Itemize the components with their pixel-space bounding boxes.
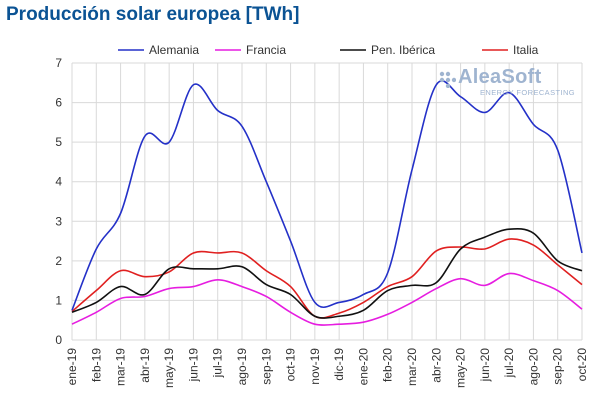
y-tick-label: 4 bbox=[55, 175, 62, 189]
chart-title: Producción solar europea [TWh] bbox=[6, 4, 300, 25]
x-tick-label: jul-20 bbox=[502, 348, 516, 379]
logo-mark-icon bbox=[439, 71, 456, 88]
series-lines bbox=[71, 80, 583, 326]
y-tick-label: 0 bbox=[55, 333, 62, 347]
x-tick-label: ene-19 bbox=[65, 348, 79, 386]
legend-label: Francia bbox=[246, 43, 286, 57]
legend: Alemania Francia Pen. Ibérica Italia bbox=[118, 43, 539, 57]
x-tick-label: nov-19 bbox=[308, 348, 322, 385]
x-tick-label: abr-19 bbox=[138, 348, 152, 383]
y-tick-label: 7 bbox=[55, 56, 62, 70]
x-tick-label: oct-20 bbox=[575, 348, 589, 382]
x-tick-label: oct-19 bbox=[284, 348, 298, 382]
legend-label: Alemania bbox=[149, 43, 199, 57]
x-tick-label: abr-20 bbox=[429, 348, 443, 383]
x-tick-label: jun-19 bbox=[186, 348, 200, 383]
x-tick-label: ene-20 bbox=[356, 348, 370, 386]
y-tick-label: 2 bbox=[55, 254, 62, 268]
y-tick-label: 6 bbox=[55, 96, 62, 110]
x-tick-label: sep-19 bbox=[259, 348, 273, 385]
x-tick-label: ago-20 bbox=[526, 348, 540, 386]
logo-subtitle: ENERGY FORECASTING bbox=[480, 88, 575, 97]
x-tick-label: may-19 bbox=[162, 348, 176, 388]
x-tick-label: ago-19 bbox=[235, 348, 249, 386]
y-tick-label: 5 bbox=[55, 135, 62, 149]
x-tick-label: mar-20 bbox=[405, 348, 419, 386]
y-tick-label: 1 bbox=[55, 293, 62, 307]
legend-label: Italia bbox=[513, 43, 539, 57]
axes: 0 1 2 3 4 5 6 7 ene-19 feb-19 mar-19 abr-19 may-19 ju… bbox=[55, 56, 589, 388]
series-line-alemania bbox=[71, 80, 583, 311]
series-line-pen-ib-rica bbox=[71, 227, 583, 319]
x-tick-label: may-20 bbox=[454, 348, 468, 388]
legend-label: Pen. Ibérica bbox=[371, 43, 435, 57]
y-tick-label: 3 bbox=[55, 214, 62, 228]
series-line-francia bbox=[71, 272, 583, 326]
x-tick-label: sep-20 bbox=[551, 348, 565, 385]
x-tick-label: jun-20 bbox=[478, 348, 492, 383]
grid-lines bbox=[71, 62, 583, 341]
logo-name: AleaSoft bbox=[458, 66, 542, 88]
x-tick-label: jul-19 bbox=[211, 348, 225, 379]
x-tick-label: dic-19 bbox=[332, 348, 346, 381]
aleasoft-logo: AleaSoft ENERGY FORECASTING bbox=[438, 66, 578, 102]
x-tick-label: mar-19 bbox=[114, 348, 128, 386]
x-tick-label: feb-19 bbox=[89, 348, 103, 382]
x-tick-label: feb-20 bbox=[381, 348, 395, 382]
